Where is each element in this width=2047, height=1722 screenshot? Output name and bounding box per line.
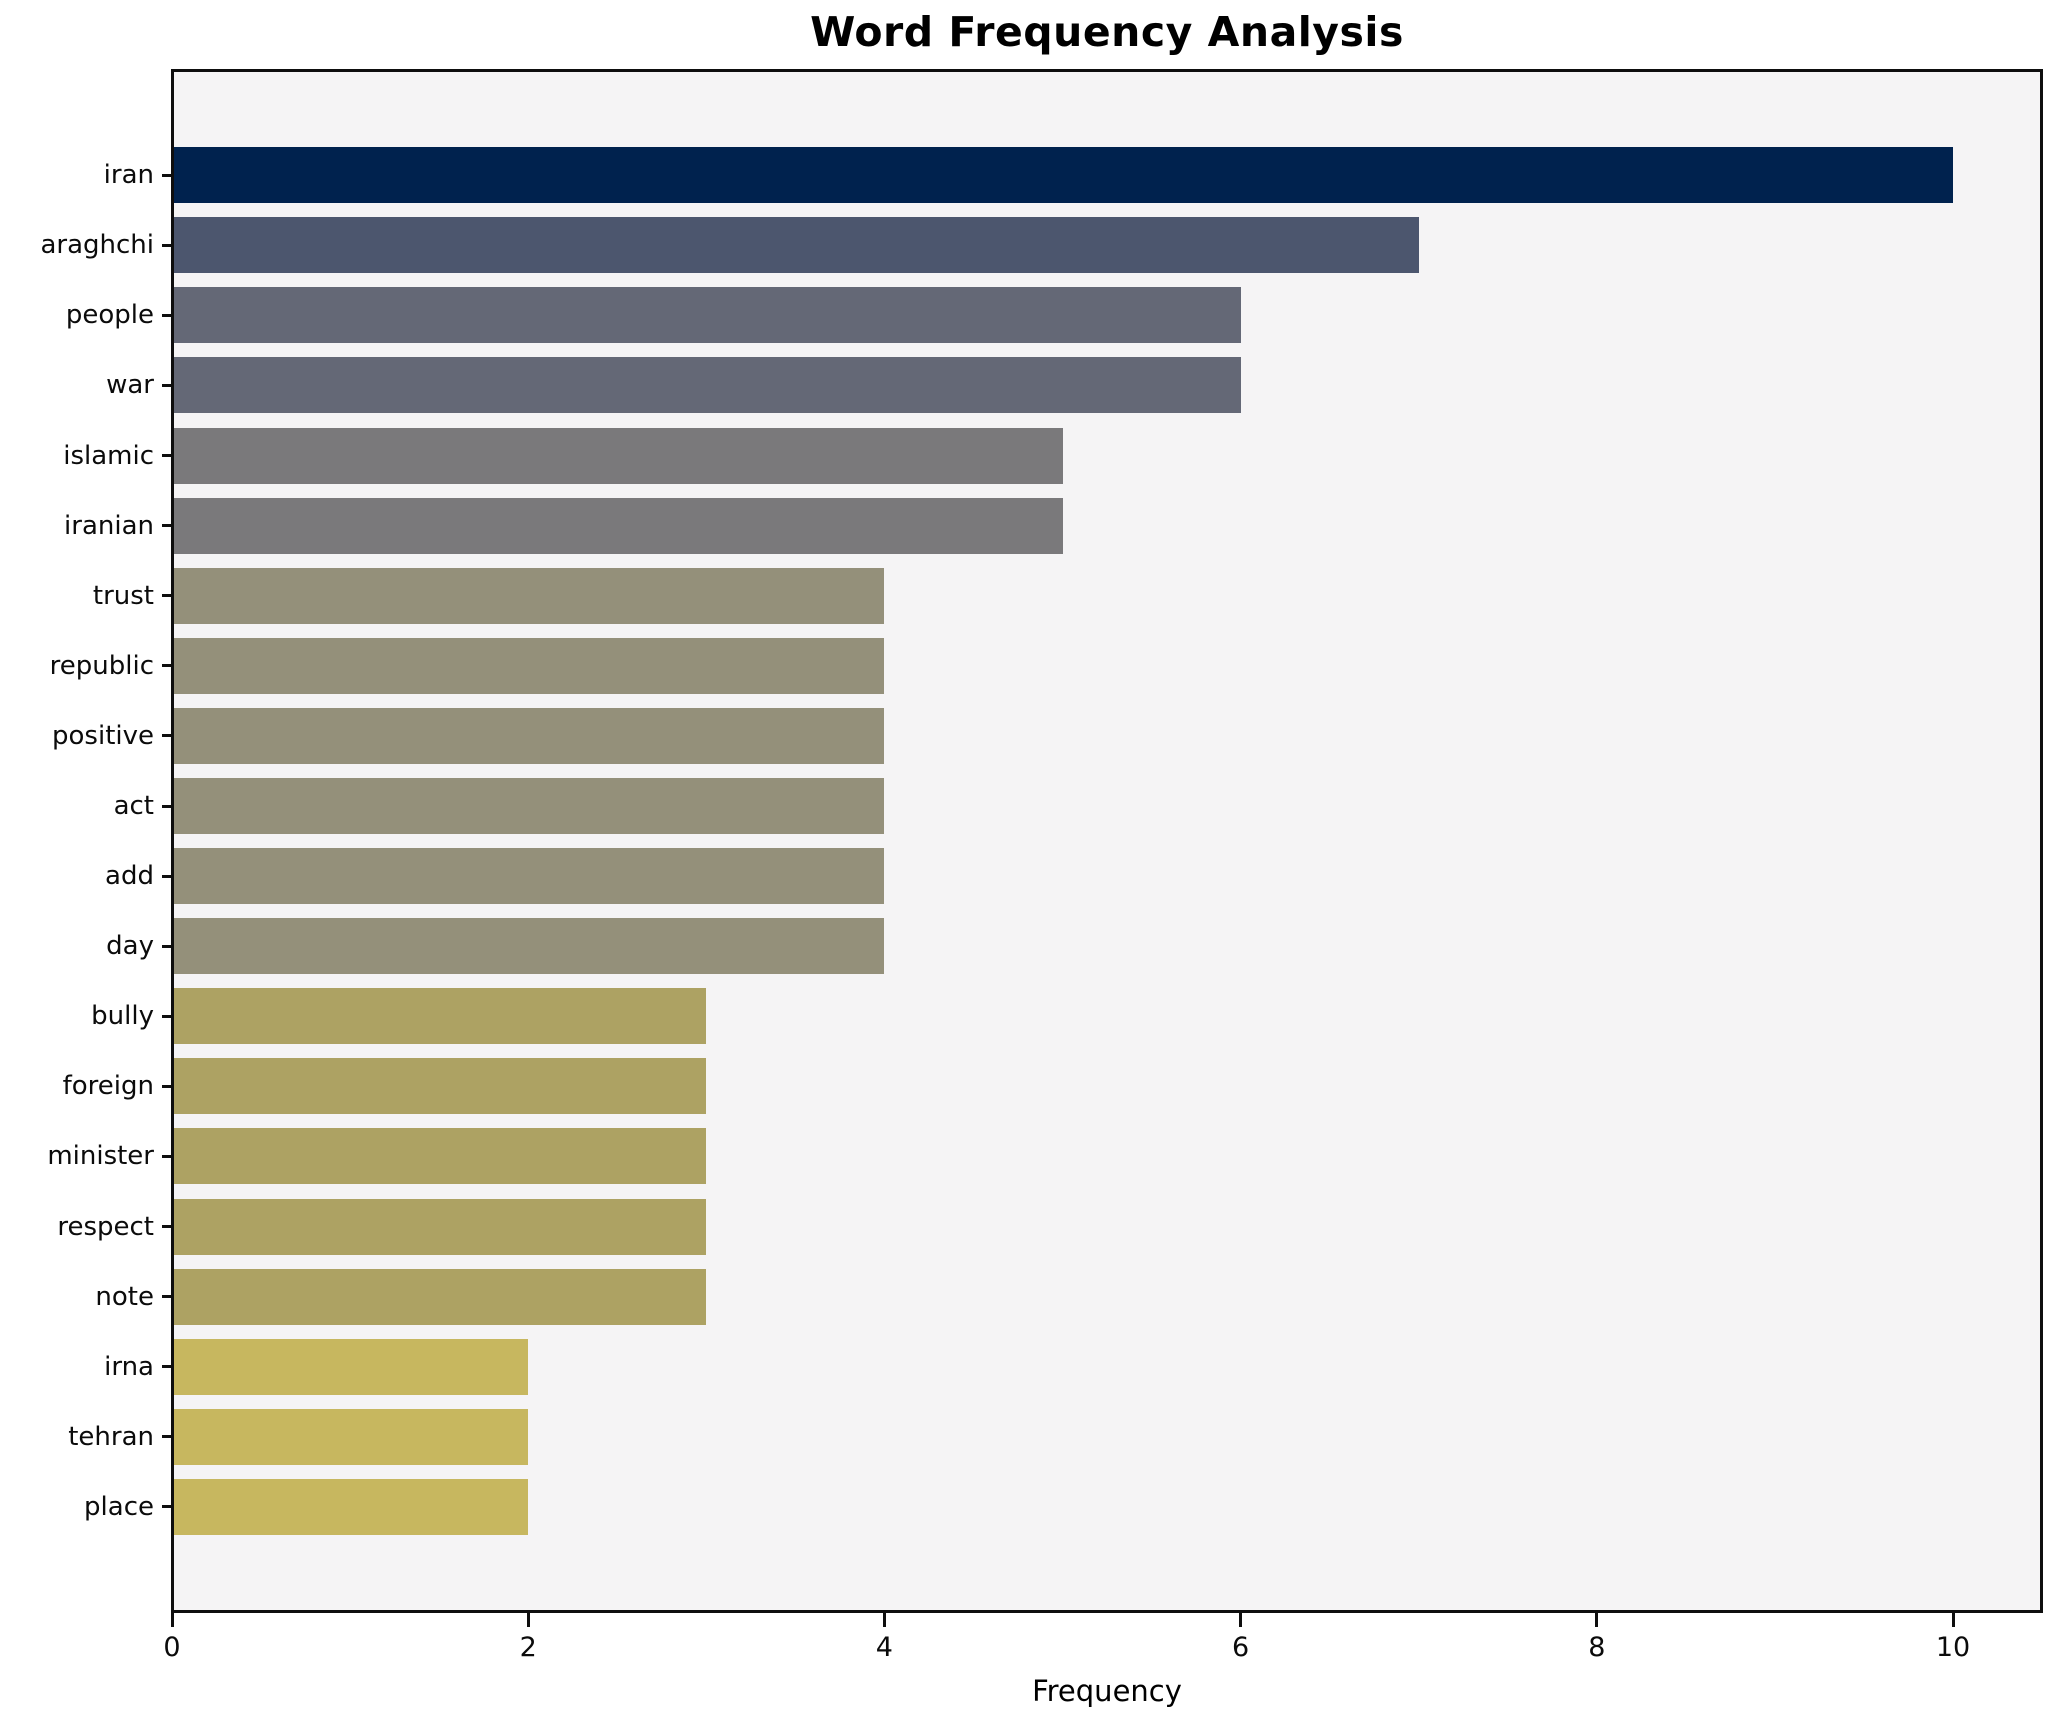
x-tick-label-10: 10 — [1935, 1632, 1971, 1663]
y-tick-label-add: add — [105, 861, 154, 891]
y-tick-label-minister: minister — [47, 1141, 154, 1172]
y-tick-mark — [162, 383, 171, 387]
y-tick-mark — [162, 1225, 171, 1228]
x-tick-mark — [1951, 1613, 1955, 1627]
x-tick-label-8: 8 — [1588, 1632, 1606, 1663]
x-tick-label-0: 0 — [163, 1632, 181, 1663]
bar-war — [172, 357, 1241, 414]
y-tick-mark — [162, 524, 171, 528]
bar-minister — [172, 1128, 707, 1185]
y-tick-mark — [162, 1505, 171, 1509]
bar-republic — [172, 637, 885, 694]
y-tick-mark — [162, 1295, 171, 1299]
bar-note — [172, 1268, 707, 1325]
y-tick-label-note: note — [95, 1281, 154, 1312]
y-tick-label-foreign: foreign — [62, 1071, 154, 1102]
bar-trust — [172, 567, 885, 624]
y-tick-label-place: place — [84, 1491, 154, 1522]
y-tick-label-irna: irna — [104, 1351, 154, 1382]
bar-positive — [172, 707, 885, 764]
y-tick-label-day: day — [106, 931, 154, 962]
y-tick-label-islamic: islamic — [63, 440, 154, 471]
x-tick-mark — [1239, 1613, 1243, 1627]
x-tick-mark — [1595, 1613, 1599, 1627]
bar-people — [172, 287, 1241, 344]
y-tick-label-act: act — [113, 791, 154, 821]
y-tick-mark — [162, 874, 171, 878]
bar-iran — [172, 147, 1953, 204]
y-tick-label-positive: positive — [52, 720, 154, 751]
y-tick-mark — [162, 944, 171, 948]
x-tick-mark — [170, 1613, 174, 1627]
bar-iranian — [172, 497, 1063, 554]
y-tick-mark — [162, 664, 171, 668]
x-tick-mark — [882, 1613, 886, 1627]
y-tick-mark — [162, 454, 171, 457]
y-tick-label-araghchi: araghchi — [40, 230, 154, 261]
bar-respect — [172, 1198, 707, 1255]
y-tick-label-republic: republic — [49, 650, 154, 681]
chart-title: Word Frequency Analysis — [810, 8, 1404, 56]
y-tick-label-tehran: tehran — [68, 1421, 154, 1452]
y-tick-mark — [162, 243, 171, 247]
bar-islamic — [172, 427, 1063, 484]
y-tick-mark — [162, 594, 171, 598]
bar-act — [172, 778, 885, 834]
bar-place — [172, 1478, 529, 1535]
x-tick-label-4: 4 — [875, 1632, 893, 1663]
bar-bully — [172, 988, 707, 1045]
y-tick-mark — [162, 734, 171, 738]
y-tick-mark — [162, 804, 171, 808]
x-tick-label-2: 2 — [519, 1632, 537, 1663]
y-tick-label-trust: trust — [92, 580, 154, 611]
x-tick-label-6: 6 — [1232, 1632, 1250, 1663]
bar-add — [172, 848, 885, 904]
y-tick-label-people: people — [65, 300, 154, 331]
y-tick-label-war: war — [106, 370, 154, 401]
bar-foreign — [172, 1058, 707, 1115]
bar-araghchi — [172, 217, 1419, 274]
y-tick-label-iranian: iranian — [64, 510, 154, 541]
y-tick-mark — [162, 1084, 171, 1088]
y-tick-mark — [162, 1154, 171, 1158]
x-axis-label: Frequency — [1032, 1674, 1182, 1708]
x-tick-mark — [526, 1613, 530, 1627]
y-tick-mark — [162, 313, 171, 317]
bar-irna — [172, 1338, 529, 1395]
y-tick-label-respect: respect — [57, 1211, 154, 1242]
y-tick-mark — [162, 1435, 171, 1439]
bar-day — [172, 918, 885, 975]
y-tick-label-iran: iran — [103, 160, 154, 191]
bar-tehran — [172, 1408, 529, 1465]
y-tick-mark — [162, 1014, 171, 1018]
y-tick-label-bully: bully — [91, 1001, 154, 1032]
y-tick-mark — [162, 1365, 171, 1369]
y-tick-mark — [162, 173, 171, 177]
